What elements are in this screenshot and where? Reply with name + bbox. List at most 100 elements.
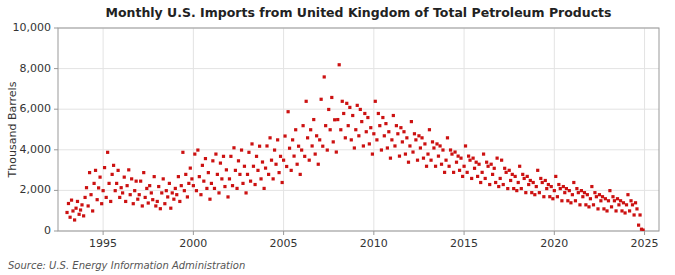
x-tick-label: 1995 [89, 237, 117, 250]
point [114, 189, 117, 192]
point [139, 180, 142, 183]
point [598, 193, 601, 196]
point [623, 211, 626, 214]
point [320, 98, 323, 101]
point [592, 203, 595, 206]
point [607, 199, 610, 202]
grid-line-y [58, 109, 659, 110]
grid-line-x [554, 28, 555, 231]
x-tick-label: 2010 [360, 237, 388, 250]
point [422, 157, 425, 160]
point [362, 144, 365, 147]
point [450, 152, 453, 155]
point [335, 150, 338, 153]
point [396, 132, 399, 135]
point [477, 163, 480, 166]
point [306, 136, 309, 139]
point [417, 134, 420, 137]
point [374, 100, 377, 103]
point [473, 167, 476, 170]
point [166, 195, 169, 198]
point [195, 189, 198, 192]
y-tick-label: 6,000 [20, 102, 52, 115]
point [219, 161, 222, 164]
point [234, 169, 237, 172]
point [446, 136, 449, 139]
y-tick [54, 109, 58, 110]
point [341, 100, 344, 103]
point [628, 209, 631, 212]
point [399, 126, 402, 129]
point [159, 207, 162, 210]
point [283, 134, 286, 137]
point [255, 155, 258, 158]
point [569, 201, 572, 204]
point [596, 207, 599, 210]
point [369, 126, 372, 129]
point [551, 197, 554, 200]
point [535, 185, 538, 188]
point [216, 173, 219, 176]
chart-container: 02,0004,0006,0008,00010,0001995200020052… [0, 0, 675, 275]
point [613, 199, 616, 202]
point [312, 118, 315, 121]
point [327, 108, 330, 111]
point [601, 195, 604, 198]
point [563, 191, 566, 194]
point [258, 145, 261, 148]
point [547, 183, 550, 186]
point [626, 193, 629, 196]
point [476, 175, 479, 178]
point [214, 152, 217, 155]
point [232, 146, 235, 149]
point [172, 198, 175, 201]
point [545, 187, 548, 190]
point [270, 159, 273, 162]
grid-line-x [464, 28, 465, 231]
point [459, 157, 462, 160]
point [88, 171, 91, 174]
point [517, 181, 520, 184]
point [100, 202, 103, 205]
point [393, 144, 396, 147]
chart-svg: 02,0004,0006,0008,00010,0001995200020052… [0, 0, 675, 275]
x-tick [554, 231, 555, 235]
point [83, 196, 86, 199]
point [274, 163, 277, 166]
point [107, 182, 110, 185]
point [123, 176, 126, 179]
point [74, 207, 77, 210]
point [330, 96, 333, 99]
point [174, 187, 177, 190]
point [309, 128, 312, 131]
point [572, 181, 575, 184]
y-axis-label: Thousand Barrels [6, 81, 19, 178]
point [314, 152, 317, 155]
x-tick [193, 231, 194, 235]
point [468, 159, 471, 162]
point [157, 185, 160, 188]
x-tick-label: 2005 [270, 237, 298, 250]
point [464, 144, 467, 147]
point [578, 203, 581, 206]
point [92, 182, 95, 185]
point [329, 128, 332, 131]
point [466, 171, 469, 174]
point [360, 120, 363, 123]
grid-line-x [283, 28, 284, 231]
y-tick [54, 28, 58, 29]
point [541, 181, 544, 184]
point [296, 163, 299, 166]
x-tick-label: 2015 [450, 237, 478, 250]
point [524, 191, 527, 194]
point [130, 177, 133, 180]
x-tick-label: 2025 [631, 237, 659, 250]
point [533, 193, 536, 196]
y-tick-label: 8,000 [20, 62, 52, 75]
point [407, 161, 410, 164]
point [264, 167, 267, 170]
point [411, 150, 414, 153]
point [575, 187, 578, 190]
point [402, 130, 405, 133]
point [190, 177, 193, 180]
